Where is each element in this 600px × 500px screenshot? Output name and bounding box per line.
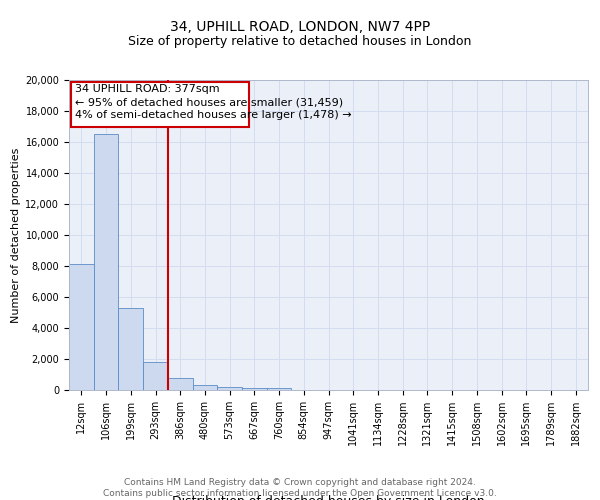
Bar — [143, 362, 168, 390]
Bar — [168, 378, 193, 390]
Text: Size of property relative to detached houses in London: Size of property relative to detached ho… — [128, 35, 472, 48]
Bar — [193, 384, 217, 390]
Bar — [71, 82, 250, 126]
Text: 34, UPHILL ROAD, LONDON, NW7 4PP: 34, UPHILL ROAD, LONDON, NW7 4PP — [170, 20, 430, 34]
Bar — [267, 388, 292, 390]
Bar — [242, 388, 267, 390]
Bar — [94, 134, 118, 390]
Bar — [69, 264, 94, 390]
Bar — [118, 308, 143, 390]
Y-axis label: Number of detached properties: Number of detached properties — [11, 148, 21, 322]
X-axis label: Distribution of detached houses by size in London: Distribution of detached houses by size … — [172, 495, 485, 500]
Text: Contains HM Land Registry data © Crown copyright and database right 2024.
Contai: Contains HM Land Registry data © Crown c… — [103, 478, 497, 498]
Bar — [217, 387, 242, 390]
Text: 34 UPHILL ROAD: 377sqm
← 95% of detached houses are smaller (31,459)
4% of semi-: 34 UPHILL ROAD: 377sqm ← 95% of detached… — [75, 84, 352, 120]
